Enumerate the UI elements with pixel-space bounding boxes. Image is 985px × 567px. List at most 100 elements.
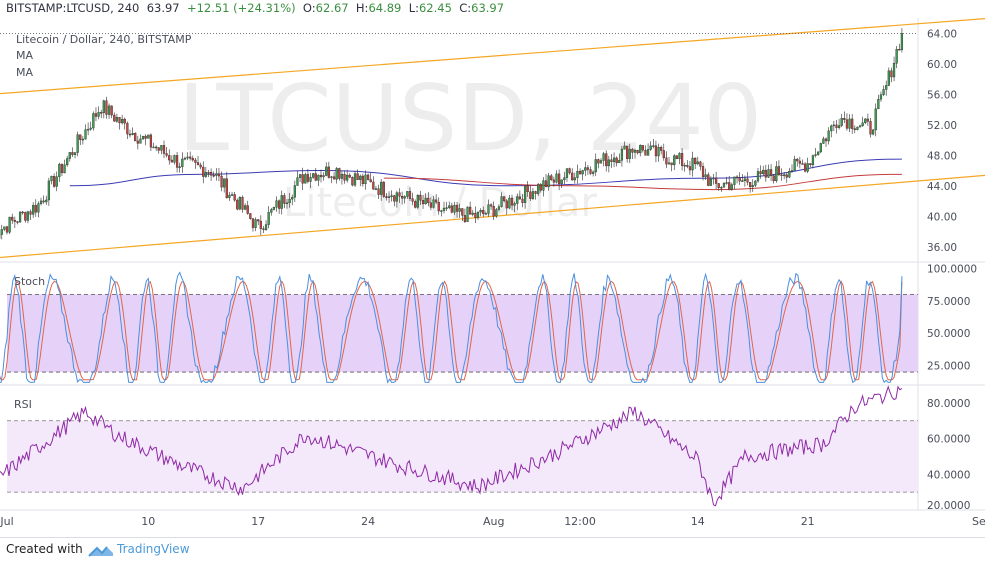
candle[interactable] [872,130,874,134]
candle[interactable] [558,174,560,184]
candle[interactable] [205,172,207,176]
candle[interactable] [726,183,728,184]
candle[interactable] [634,150,636,152]
candle[interactable] [464,215,466,221]
candle[interactable] [433,200,435,208]
candle[interactable] [6,227,8,232]
candle[interactable] [700,162,702,167]
candle[interactable] [597,159,599,163]
candle[interactable] [686,165,688,166]
candle[interactable] [3,227,5,230]
candle[interactable] [857,127,859,130]
candle[interactable] [781,175,783,176]
candle[interactable] [119,117,121,123]
candle[interactable] [498,207,500,210]
candle[interactable] [600,160,602,163]
candle[interactable] [592,172,594,174]
candle[interactable] [660,147,662,150]
candle[interactable] [64,165,66,173]
candle[interactable] [79,135,81,140]
candle[interactable] [100,112,102,113]
candle[interactable] [720,187,722,188]
candle[interactable] [875,109,877,130]
candle[interactable] [299,174,301,177]
candle[interactable] [153,147,155,148]
candle[interactable] [239,197,241,209]
candle[interactable] [179,167,181,168]
candle[interactable] [359,176,361,180]
candle[interactable] [375,189,377,190]
candle[interactable] [365,175,367,184]
candle[interactable] [791,171,793,172]
candle[interactable] [825,139,827,141]
candle[interactable] [140,139,142,143]
candle[interactable] [786,175,788,177]
candle[interactable] [804,164,806,171]
candle[interactable] [757,171,759,181]
candle[interactable] [210,172,212,175]
candle[interactable] [859,126,861,127]
candle[interactable] [312,174,314,178]
candle[interactable] [171,160,173,162]
candle[interactable] [454,205,456,212]
candle[interactable] [430,203,432,208]
candle[interactable] [58,164,60,177]
candle[interactable] [516,197,518,204]
candle[interactable] [624,146,626,149]
candle[interactable] [765,170,767,177]
candle[interactable] [608,160,610,166]
candle[interactable] [812,156,814,165]
candle[interactable] [236,200,238,209]
candle[interactable] [474,213,476,218]
candle[interactable] [422,200,424,204]
candle[interactable] [197,163,199,165]
candle[interactable] [200,165,202,167]
candle[interactable] [142,136,144,139]
candle[interactable] [864,119,866,123]
candle[interactable] [768,169,770,177]
candle[interactable] [822,139,824,144]
candle[interactable] [231,194,233,195]
candle[interactable] [605,154,607,166]
candle[interactable] [571,173,573,180]
candle[interactable] [187,157,189,158]
candle[interactable] [569,169,571,173]
candle[interactable] [134,133,136,141]
candle[interactable] [532,191,534,198]
candle[interactable] [443,208,445,210]
candle[interactable] [469,207,471,214]
candle[interactable] [328,167,330,178]
candle[interactable] [707,175,709,186]
candle[interactable] [129,134,131,135]
candle[interactable] [799,161,801,164]
candle[interactable] [851,119,853,129]
candle[interactable] [503,197,505,201]
candle[interactable] [694,158,696,164]
candle[interactable] [579,171,581,174]
candle[interactable] [574,178,576,180]
candle[interactable] [427,198,429,203]
candle[interactable] [467,207,469,222]
candle[interactable] [456,205,458,211]
candle[interactable] [297,178,299,186]
candle[interactable] [98,112,100,116]
candle[interactable] [901,33,903,49]
candle[interactable] [160,145,162,150]
candle[interactable] [181,159,183,167]
candle[interactable] [461,208,463,215]
candle[interactable] [679,153,681,159]
candle[interactable] [323,176,325,177]
candle[interactable] [291,197,293,199]
tradingview-link[interactable]: TradingView [117,542,190,556]
candle[interactable] [194,160,196,163]
candle[interactable] [242,197,244,209]
candle[interactable] [223,179,225,187]
candle[interactable] [372,182,374,189]
candle[interactable] [723,183,725,187]
candle[interactable] [37,204,39,212]
candle[interactable] [325,167,327,176]
candle[interactable] [338,168,340,178]
candle[interactable] [40,201,42,204]
candle[interactable] [843,118,845,119]
candle[interactable] [734,177,736,185]
